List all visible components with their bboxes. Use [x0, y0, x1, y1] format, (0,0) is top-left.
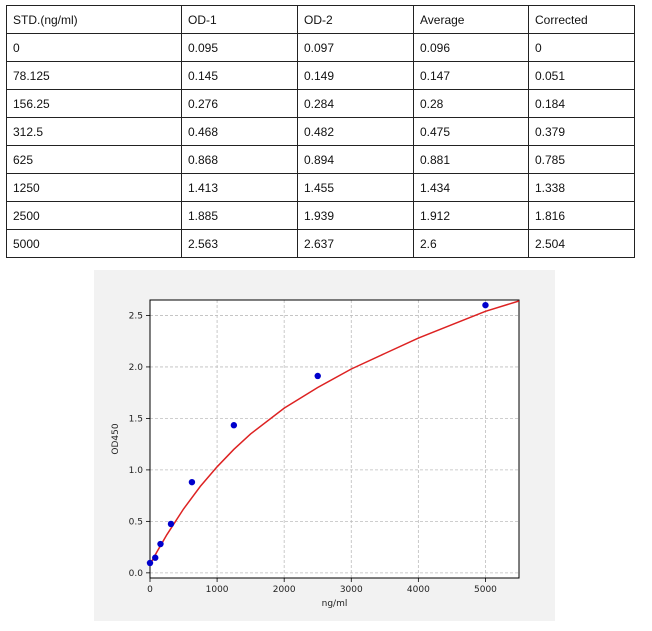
table-cell: 5000 — [6, 229, 182, 258]
column-header: OD-1 — [181, 5, 298, 34]
table-cell: 2.6 — [413, 229, 529, 258]
table-cell: 0.868 — [181, 145, 298, 174]
table-cell: 2.637 — [297, 229, 414, 258]
table-row: 78.125 0.145 0.149 0.147 0.051 — [6, 61, 635, 90]
table-cell: 0.894 — [297, 145, 414, 174]
table-cell: 1250 — [6, 173, 182, 202]
table-cell: 2.504 — [528, 229, 635, 258]
data-point — [230, 422, 238, 429]
table-cell: 2.563 — [181, 229, 298, 258]
table-cell: 0.482 — [297, 117, 414, 146]
x-tick-label: 2000 — [273, 585, 296, 595]
data-point — [167, 520, 175, 528]
standard-curve-chart: 0 1000 2000 3000 4000 5000 0.0 0.5 1.0 1.5 2.0 2.5 n… — [111, 299, 520, 609]
data-point — [188, 478, 196, 486]
column-header: Average — [413, 5, 529, 34]
y-tick-label: 0.5 — [129, 517, 143, 527]
table-cell: 156.25 — [6, 89, 182, 118]
table-cell: 0.468 — [181, 117, 298, 146]
y-tick-label: 1.5 — [129, 414, 143, 424]
y-tick-label: 0.0 — [129, 569, 144, 579]
column-header: Corrected — [528, 5, 635, 34]
x-tick-label: 1000 — [206, 585, 229, 595]
table-cell: 625 — [6, 145, 182, 174]
y-tick-label: 1.0 — [129, 466, 144, 476]
table-cell: 0.379 — [528, 117, 635, 146]
y-tick-label: 2.0 — [129, 363, 144, 373]
table-cell: 0.145 — [181, 61, 298, 90]
table-cell: 0.881 — [413, 145, 529, 174]
table-cell: 0.28 — [413, 89, 529, 118]
table-cell: 1.455 — [297, 173, 414, 202]
table-cell: 0 — [528, 33, 635, 62]
table-cell: 0.475 — [413, 117, 529, 146]
table-cell: 1.939 — [297, 201, 414, 230]
table-row: 156.25 0.276 0.284 0.28 0.184 — [6, 89, 635, 118]
column-header: OD-2 — [297, 5, 414, 34]
table-header-row: STD.(ng/ml) OD-1 OD-2 Average Corrected — [6, 5, 635, 34]
table-cell: 312.5 — [6, 117, 182, 146]
y-axis-label: OD450 — [111, 423, 121, 454]
table-cell: 0.785 — [528, 145, 635, 174]
table-cell: 1.912 — [413, 201, 529, 230]
plot-area — [150, 300, 519, 578]
table-cell: 0.276 — [181, 89, 298, 118]
table-cell: 0 — [6, 33, 182, 62]
table-cell: 1.434 — [413, 173, 529, 202]
table-row: 625 0.868 0.894 0.881 0.785 — [6, 145, 635, 174]
table-row: 312.5 0.468 0.482 0.475 0.379 — [6, 117, 635, 146]
plot-frame — [149, 299, 520, 579]
table-cell: 1.816 — [528, 201, 635, 230]
data-point — [157, 540, 164, 548]
fit-curve-line — [149, 300, 520, 565]
standards-table: STD.(ng/ml) OD-1 OD-2 Average Corrected 0 0.09… — [6, 5, 635, 258]
plot-panel: 0 1000 2000 3000 4000 5000 0.0 0.5 1.0 1.5 2.0 2.5 n… — [94, 270, 555, 621]
table-cell: 0.097 — [297, 33, 414, 62]
x-axis-label: ng/ml — [322, 599, 348, 609]
x-tick-label: 3000 — [340, 585, 363, 595]
table-row: 1250 1.413 1.455 1.434 1.338 — [6, 173, 635, 202]
data-point — [146, 559, 154, 567]
table-cell: 0.284 — [297, 89, 414, 118]
table-cell: 0.149 — [297, 61, 414, 90]
table-cell: 78.125 — [6, 61, 182, 90]
table-cell: 2500 — [6, 201, 182, 230]
table-cell: 0.096 — [413, 33, 529, 62]
table-cell: 0.051 — [528, 61, 635, 90]
data-point — [314, 372, 321, 380]
data-point — [152, 554, 159, 561]
table-cell: 1.338 — [528, 173, 635, 202]
table-row: 2500 1.885 1.939 1.912 1.816 — [6, 201, 635, 230]
x-tick-label: 4000 — [407, 585, 430, 595]
table-cell: 0.095 — [181, 33, 298, 62]
table-row: 0 0.095 0.097 0.096 0 — [6, 33, 635, 62]
data-point — [482, 301, 489, 309]
y-tick-label: 2.5 — [129, 311, 143, 321]
x-tick-label: 0 — [147, 585, 153, 595]
table-row: 5000 2.563 2.637 2.6 2.504 — [6, 229, 635, 258]
column-header: STD.(ng/ml) — [6, 5, 182, 34]
table-cell: 1.885 — [181, 201, 298, 230]
table-cell: 1.413 — [181, 173, 298, 202]
table-cell: 0.184 — [528, 89, 635, 118]
table-cell: 0.147 — [413, 61, 529, 90]
x-tick-label: 5000 — [474, 585, 497, 595]
